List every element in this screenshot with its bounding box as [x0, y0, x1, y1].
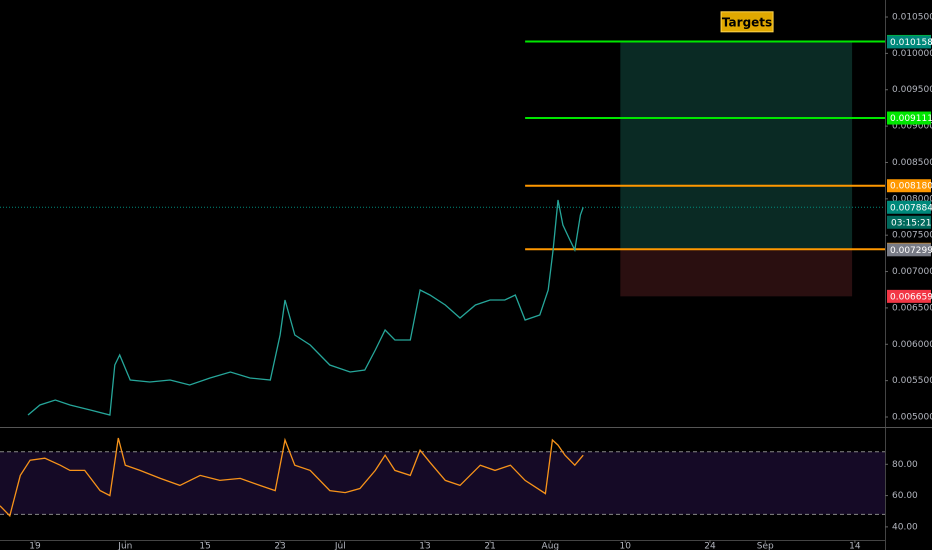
y-tick-label: 0.006500 — [892, 303, 932, 313]
price-tag-box — [887, 200, 931, 214]
level-tag-box — [887, 111, 931, 125]
y-tick-label: 60.00 — [892, 491, 918, 501]
y-tick-label: 0.007000 — [892, 267, 932, 277]
countdown-box — [887, 215, 931, 229]
x-tick-label: 14 — [849, 542, 861, 550]
price-tag: 0.006659 — [890, 292, 932, 302]
y-tick-label: 0.006000 — [892, 340, 932, 350]
y-tick-label: 0.007500 — [892, 231, 932, 241]
x-tick-label: 19 — [29, 542, 41, 550]
x-tick-label: Sep — [757, 542, 774, 550]
countdown: 03:15:21 — [891, 218, 931, 228]
y-tick-label: 0.008000 — [892, 194, 932, 204]
y-tick-label: 0.010000 — [892, 49, 932, 59]
y-tick-label: 80.00 — [892, 460, 918, 470]
target-zone — [620, 41, 853, 250]
x-tick-label: 13 — [419, 542, 430, 550]
price-tag: 0.007299 — [890, 246, 932, 256]
x-tick-label: 24 — [704, 542, 716, 550]
annotation: Targets — [722, 15, 772, 29]
x-tick-label: Aug — [542, 542, 560, 550]
level-tag-box — [887, 179, 931, 193]
price-tag-box — [887, 35, 931, 49]
price-tag-box — [887, 243, 931, 257]
price-tag: 0.007884 — [890, 203, 932, 213]
price-tag: 0.010158 — [890, 38, 932, 48]
level-tag: 0.009111 — [890, 114, 932, 124]
y-tick-label: 0.005500 — [892, 376, 932, 386]
x-tick-label: 23 — [274, 542, 285, 550]
x-tick-label: Jul — [334, 542, 346, 550]
stop-zone — [620, 249, 853, 297]
price-tag-box — [887, 289, 931, 303]
x-tick-label: 21 — [484, 542, 495, 550]
y-tick-label: 0.008500 — [892, 158, 932, 168]
x-tick-label: Jun — [117, 542, 132, 550]
y-tick-label: 0.009000 — [892, 122, 932, 132]
level-tag: 0.008180 — [890, 182, 932, 192]
band-fill — [0, 451, 885, 515]
series-line — [27, 199, 584, 416]
x-tick-label: 15 — [199, 542, 210, 550]
x-tick-label: 10 — [620, 542, 632, 550]
annotation-box — [720, 11, 774, 33]
y-tick-label: 0.005000 — [892, 413, 932, 423]
y-tick-label: 40.00 — [892, 522, 918, 532]
y-tick-label: 0.010500 — [892, 13, 932, 23]
series-line — [0, 437, 584, 518]
y-tick-label: 0.009500 — [892, 85, 932, 95]
